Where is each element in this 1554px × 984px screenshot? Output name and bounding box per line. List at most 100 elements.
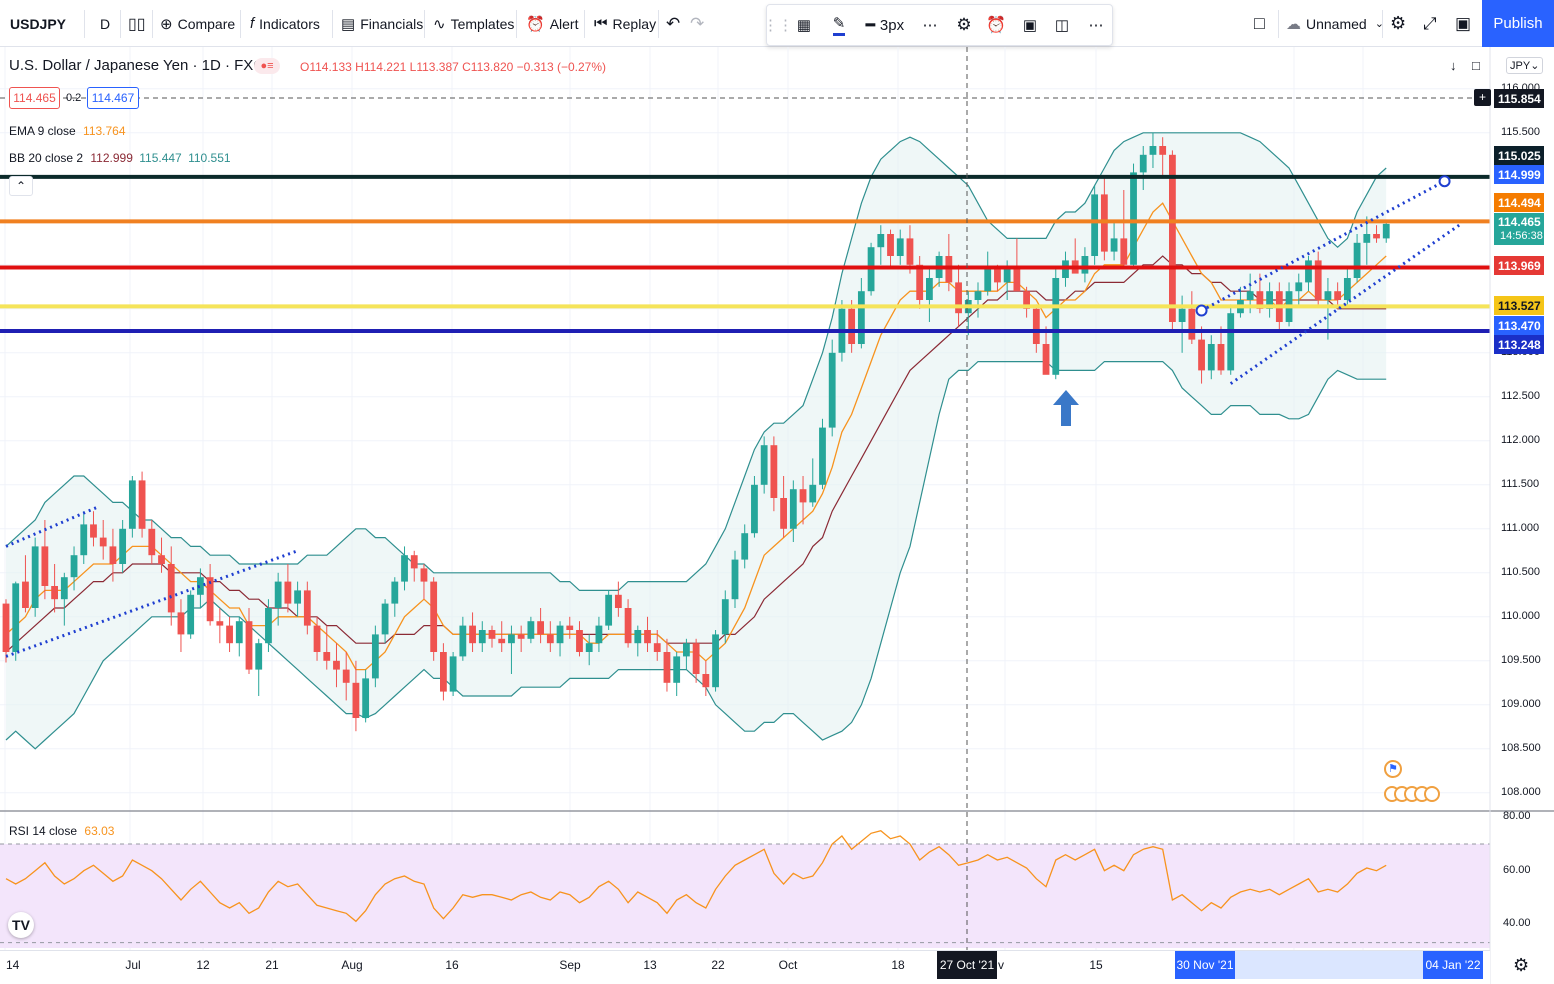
rsi-band-fill [0, 844, 1490, 948]
candle-body [197, 577, 204, 595]
candle-body [430, 581, 438, 652]
ema-legend[interactable]: EMA 9 close 113.764 [9, 124, 126, 138]
chevron-up-icon: ⌃ [15, 179, 27, 193]
sell-price-button[interactable]: 114.465 [9, 87, 60, 109]
candle-body [566, 625, 574, 630]
time-tick-label: 13 [643, 958, 657, 972]
drawing-alert-button[interactable]: ⏰ [981, 5, 1011, 45]
candle [109, 528, 117, 582]
candle-body [381, 603, 389, 635]
candle-body [60, 577, 68, 600]
candle-body [313, 625, 321, 652]
candle-body [546, 634, 554, 644]
candle [255, 638, 263, 696]
candle [1159, 137, 1167, 177]
price-tick-label: 112.500 [1501, 389, 1540, 402]
currency-button[interactable]: JPY⌄ [1506, 57, 1544, 74]
candle [799, 476, 807, 525]
toolbar-divider [120, 10, 121, 38]
line-width-button[interactable]: ━ 3px [859, 5, 911, 45]
more-button[interactable]: ⋯ [1081, 5, 1111, 45]
snapshot-button[interactable]: ▣ [1455, 0, 1471, 47]
candle [721, 590, 729, 644]
tradingview-logo[interactable]: TV [8, 912, 34, 938]
candle [887, 229, 894, 270]
time-tick-label: 16 [445, 958, 459, 972]
rsi-line [5, 829, 1387, 923]
rsi-legend-label: RSI 14 close [9, 824, 78, 838]
candle [634, 625, 642, 657]
delete-button[interactable]: ◫ [1047, 5, 1077, 45]
price-tick-label: 110.000 [1501, 609, 1540, 622]
undo-button[interactable]: ↶ [666, 0, 680, 47]
rsi-legend[interactable]: RSI 14 close 63.03 [9, 824, 114, 838]
candle [683, 638, 690, 670]
layout-name-button[interactable]: ☁ Unnamed ⌄ [1286, 0, 1384, 47]
lock-button[interactable]: ▣ [1015, 5, 1045, 45]
fullscreen-button[interactable]: ⤢ [1423, 0, 1437, 47]
compare-button[interactable]: ⊕ Compare [160, 0, 235, 47]
settings-button[interactable]: ⚙ [1390, 0, 1406, 47]
candle-body [1032, 308, 1040, 344]
line-color-button[interactable]: ✎ [823, 5, 855, 45]
publish-button[interactable]: Publish [1482, 0, 1554, 47]
template-button[interactable]: ▦ [789, 5, 819, 45]
candle [158, 537, 165, 573]
candle [119, 520, 127, 573]
line-style-button[interactable]: ⋯ [915, 5, 945, 45]
candle-body [1188, 308, 1196, 340]
collapse-legend-button[interactable]: ⌃ [9, 176, 33, 196]
replay-button[interactable]: ⏮ Replay [594, 0, 656, 47]
alert-button[interactable]: ⏰ Alert [526, 0, 578, 47]
bb-lower-value: 110.551 [188, 151, 231, 165]
templates-button[interactable]: ∿ Templates [433, 0, 514, 47]
drawing-settings-button[interactable]: ⚙ [949, 5, 979, 45]
redo-button[interactable]: ↷ [690, 0, 704, 47]
gear-icon[interactable]: ⚙ [1513, 955, 1530, 975]
candle-body [692, 643, 700, 674]
current-price-label: 114.465 [1494, 213, 1544, 245]
scroll-down-icon[interactable]: ↓ [1450, 58, 1457, 73]
candle-body [809, 484, 817, 503]
us-flag-event-icon[interactable]: ⚑ [1384, 760, 1402, 778]
time-tick-label: Oct [778, 958, 798, 972]
gear-icon: ⚙ [956, 15, 972, 34]
interval-button[interactable]: D [100, 0, 110, 47]
trend-line-handle [1195, 304, 1208, 317]
replay-label: Replay [612, 15, 657, 32]
candle [527, 616, 535, 644]
watchlist-toggle-button[interactable]: □ [1254, 0, 1265, 47]
grid-icon: ▦ [796, 17, 812, 34]
candle [605, 590, 613, 630]
candle [848, 300, 856, 353]
bb-legend[interactable]: BB 20 close 2 112.999 115.447 110.551 [9, 151, 231, 165]
candle [187, 590, 195, 639]
indicators-button[interactable]: f Indicators [250, 0, 320, 47]
symbol-search[interactable]: USDJPY [10, 0, 66, 47]
candle-body [537, 621, 544, 635]
candle-body [177, 612, 185, 635]
auto-scale-icon[interactable]: □ [1472, 58, 1480, 73]
line-width-label: 3px [879, 16, 905, 34]
candle [1266, 282, 1273, 318]
candle [1149, 132, 1157, 168]
candle [177, 599, 185, 652]
orange-line-label: 114.494 [1494, 193, 1544, 212]
candle-body [508, 634, 515, 644]
candle [498, 621, 506, 652]
candle-body [1266, 291, 1273, 309]
economic-events-markers[interactable] [1384, 786, 1442, 806]
candle-body [1110, 238, 1118, 252]
plus-circle-icon: ⊕ [160, 15, 173, 33]
chart-type-button[interactable]: ▯▯ [128, 0, 146, 47]
candle [352, 660, 360, 732]
candle-body [1091, 194, 1099, 256]
buy-price-button[interactable]: 114.467 [87, 87, 139, 109]
financials-button[interactable]: ▤ Financials [341, 0, 423, 47]
undo-icon: ↶ [666, 13, 681, 33]
trend-line-handle [1438, 175, 1451, 188]
plus-icon[interactable]: + [1474, 89, 1491, 106]
bb-basis-value: 112.999 [90, 151, 133, 165]
candle-body [80, 524, 88, 556]
